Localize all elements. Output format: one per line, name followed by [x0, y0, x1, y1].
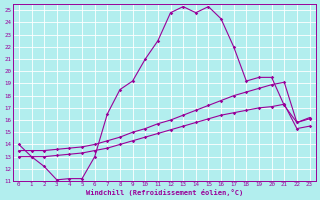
- X-axis label: Windchill (Refroidissement éolien,°C): Windchill (Refroidissement éolien,°C): [85, 189, 243, 196]
